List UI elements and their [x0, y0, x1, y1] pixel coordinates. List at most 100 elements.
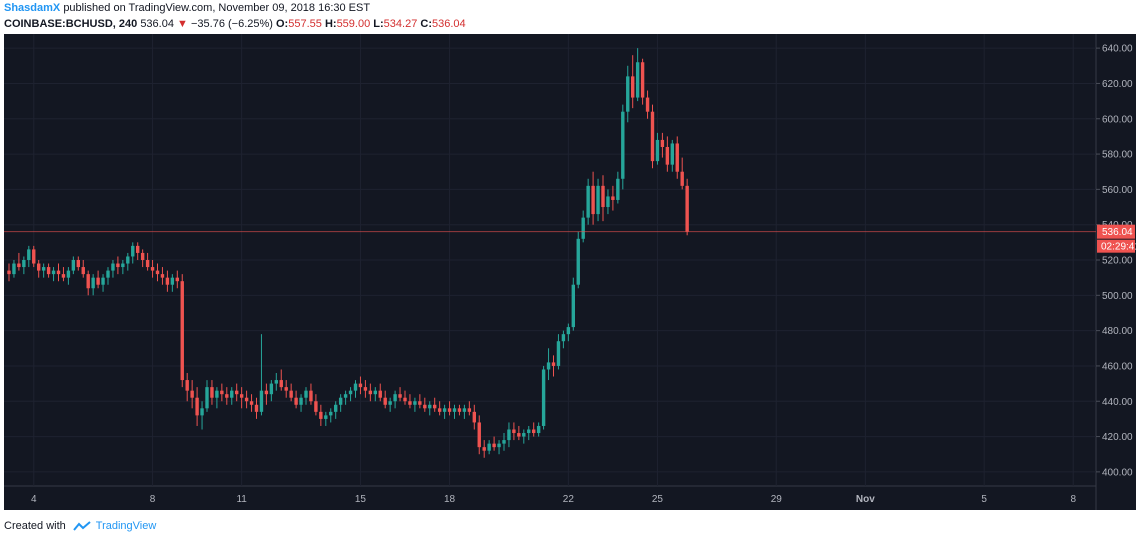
candle[interactable]: [635, 48, 640, 102]
candle[interactable]: [631, 55, 635, 109]
candle[interactable]: [343, 390, 348, 405]
candle[interactable]: [56, 263, 61, 282]
candle[interactable]: [334, 401, 338, 419]
candle[interactable]: [324, 411, 328, 426]
candle[interactable]: [576, 231, 580, 289]
candle[interactable]: [437, 401, 442, 416]
candle[interactable]: [378, 383, 382, 402]
candle[interactable]: [348, 387, 353, 402]
candle[interactable]: [259, 334, 264, 416]
candle[interactable]: [626, 65, 630, 123]
candle[interactable]: [462, 404, 467, 419]
candle[interactable]: [546, 348, 551, 381]
tradingview-brand[interactable]: TradingView: [95, 520, 157, 532]
candle[interactable]: [556, 334, 561, 370]
candle[interactable]: [106, 267, 110, 285]
candle[interactable]: [532, 422, 536, 437]
candle[interactable]: [175, 270, 179, 289]
candle[interactable]: [121, 260, 125, 275]
candle[interactable]: [383, 390, 387, 409]
candle[interactable]: [210, 380, 214, 405]
candle[interactable]: [51, 267, 56, 282]
candle[interactable]: [452, 404, 457, 419]
candle[interactable]: [467, 401, 472, 416]
candle[interactable]: [527, 425, 531, 441]
candle[interactable]: [116, 256, 120, 275]
candle[interactable]: [680, 157, 684, 190]
candle[interactable]: [522, 429, 526, 444]
candle[interactable]: [551, 355, 556, 377]
candle[interactable]: [353, 380, 358, 398]
candle[interactable]: [447, 401, 452, 416]
candle[interactable]: [408, 394, 412, 409]
candle[interactable]: [660, 132, 665, 158]
candle[interactable]: [41, 263, 46, 278]
candle[interactable]: [561, 330, 566, 349]
candle[interactable]: [373, 387, 377, 402]
candlestick-chart[interactable]: 400.00 420.00 440.00 460.00 480.00 500.00 520.…: [4, 34, 1136, 510]
candle[interactable]: [433, 397, 437, 412]
candle[interactable]: [413, 397, 417, 412]
candle[interactable]: [685, 178, 689, 236]
candle[interactable]: [398, 387, 402, 402]
candle[interactable]: [428, 401, 432, 416]
candle[interactable]: [71, 256, 76, 275]
candle[interactable]: [675, 136, 679, 179]
candle[interactable]: [284, 380, 288, 398]
candle[interactable]: [17, 252, 21, 271]
candle[interactable]: [264, 383, 269, 405]
candle[interactable]: [299, 394, 303, 412]
candle[interactable]: [477, 415, 481, 455]
candle[interactable]: [601, 175, 605, 222]
candle[interactable]: [37, 260, 41, 278]
candle[interactable]: [165, 270, 170, 292]
candle[interactable]: [160, 267, 165, 285]
candle[interactable]: [591, 171, 595, 225]
candle[interactable]: [269, 380, 274, 402]
price-axis[interactable]: [1096, 34, 1136, 510]
candle[interactable]: [239, 387, 244, 409]
candle[interactable]: [274, 373, 278, 391]
candle[interactable]: [571, 277, 575, 331]
candle[interactable]: [487, 440, 491, 455]
candle[interactable]: [111, 260, 115, 278]
candle[interactable]: [289, 383, 293, 402]
candle[interactable]: [46, 263, 51, 278]
candle[interactable]: [86, 270, 90, 296]
candle[interactable]: [235, 383, 239, 402]
candle[interactable]: [96, 270, 100, 289]
candle[interactable]: [294, 390, 298, 409]
candle[interactable]: [145, 252, 150, 271]
candle[interactable]: [541, 365, 546, 430]
candle[interactable]: [126, 252, 130, 271]
candle[interactable]: [338, 394, 343, 412]
candle[interactable]: [27, 245, 31, 268]
candle[interactable]: [388, 397, 392, 412]
candle[interactable]: [368, 383, 373, 402]
candle[interactable]: [512, 422, 516, 441]
candle[interactable]: [611, 185, 615, 211]
candle[interactable]: [472, 404, 476, 430]
candle[interactable]: [304, 387, 308, 405]
candle[interactable]: [200, 401, 204, 430]
candle[interactable]: [596, 178, 600, 222]
candle[interactable]: [140, 249, 145, 268]
candle[interactable]: [220, 383, 224, 402]
candle[interactable]: [76, 256, 80, 271]
candle[interactable]: [155, 263, 160, 282]
candle[interactable]: [393, 390, 397, 409]
candle[interactable]: [244, 390, 249, 409]
candle[interactable]: [650, 104, 655, 169]
candle[interactable]: [403, 390, 407, 405]
candle[interactable]: [566, 323, 571, 342]
candle[interactable]: [492, 436, 496, 451]
candle[interactable]: [536, 422, 541, 437]
candle[interactable]: [230, 387, 234, 405]
candle[interactable]: [581, 210, 585, 243]
candle[interactable]: [616, 171, 620, 204]
candle[interactable]: [215, 387, 219, 409]
candle[interactable]: [319, 404, 323, 426]
candle[interactable]: [225, 387, 229, 405]
candle[interactable]: [621, 104, 625, 190]
candle[interactable]: [640, 58, 645, 105]
